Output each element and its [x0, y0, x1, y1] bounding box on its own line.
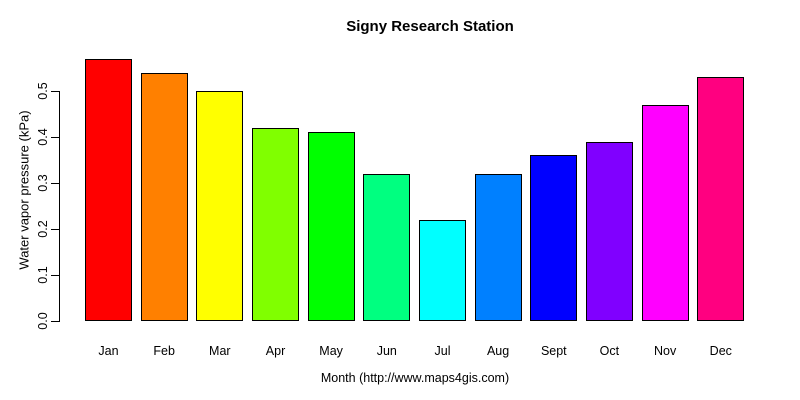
y-tick	[51, 91, 59, 92]
bar-feb	[140, 72, 188, 321]
bar-nov	[641, 104, 689, 321]
y-tick	[51, 229, 59, 230]
y-tick	[51, 137, 59, 138]
bar-jun	[363, 173, 411, 321]
bar-mar	[196, 91, 244, 321]
y-tick-label: 0.4	[36, 128, 50, 146]
y-axis-line	[59, 91, 60, 322]
x-tick-label-jul: Jul	[434, 344, 451, 358]
y-tick-label: 0.2	[36, 220, 50, 238]
bar-dec	[697, 77, 745, 321]
x-tick-label-dec: Dec	[709, 344, 732, 358]
bar-oct	[585, 141, 633, 321]
y-tick	[51, 275, 59, 276]
bar-aug	[474, 173, 522, 321]
y-tick-label: 0.5	[36, 82, 50, 100]
y-axis-label: Water vapor pressure (kPa)	[16, 110, 32, 270]
y-tick-label: 0.3	[36, 174, 50, 192]
bar-jan	[85, 58, 132, 321]
bar-may	[307, 132, 355, 321]
x-tick-label-jan: Jan	[98, 344, 119, 358]
chart-title: Signy Research Station	[346, 18, 514, 35]
x-tick-label-may: May	[319, 344, 343, 358]
bar-jul	[419, 219, 466, 321]
x-tick-label-apr: Apr	[265, 344, 286, 358]
x-tick-label-nov: Nov	[653, 344, 677, 358]
bar-apr	[252, 127, 299, 321]
x-tick-label-mar: Mar	[209, 344, 231, 358]
x-tick-label-jun: Jun	[376, 344, 397, 358]
x-tick-label-feb: Feb	[153, 344, 175, 358]
y-tick-label: 0.1	[36, 266, 50, 284]
x-axis-label: Month (http://www.maps4gis.com)	[320, 371, 510, 385]
bar-sept	[530, 155, 578, 321]
y-tick	[51, 321, 59, 322]
x-tick-label-aug: Aug	[486, 344, 510, 358]
y-tick	[51, 183, 59, 184]
x-tick-label-oct: Oct	[599, 344, 620, 358]
x-tick-label-sept: Sept	[540, 344, 567, 358]
y-tick-label: 0.0	[36, 312, 50, 330]
